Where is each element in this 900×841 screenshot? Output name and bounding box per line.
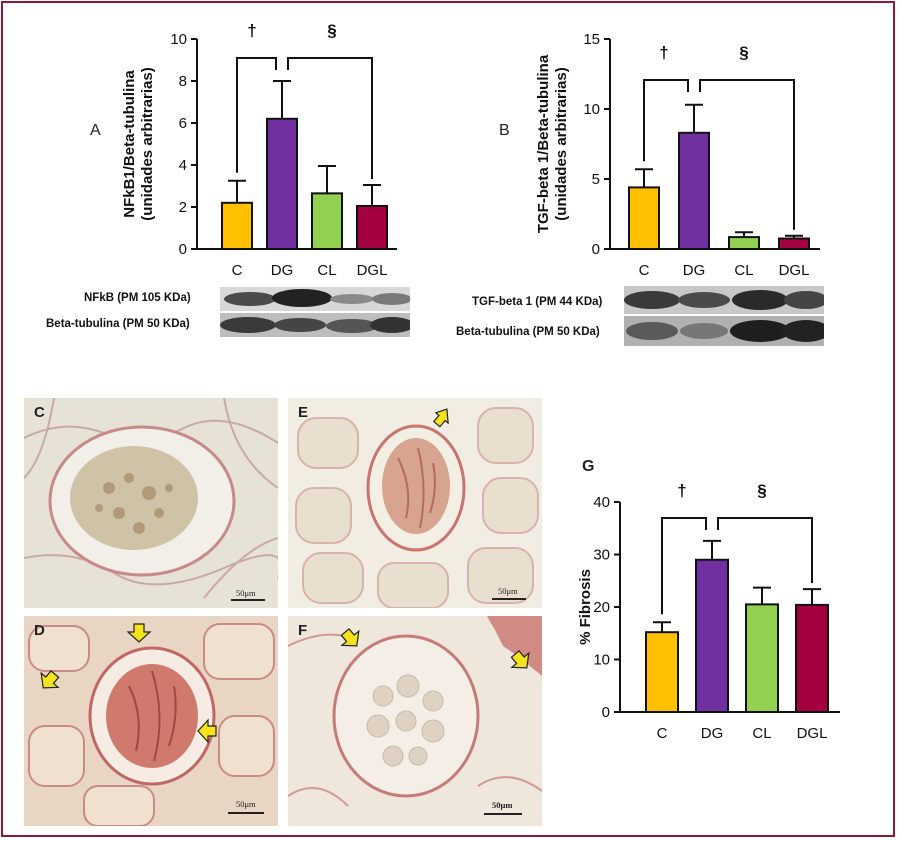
- micrograph-f-letter: F: [298, 622, 308, 639]
- dagger-symbol: †: [659, 43, 668, 62]
- micrograph-d: D 50μm: [24, 616, 278, 826]
- micrograph-e-scale-label: 50μm: [498, 586, 518, 596]
- blot-a-strip-1: [220, 287, 410, 311]
- y-axis-label-2: (unidades arbitrarias): [139, 67, 156, 220]
- y-tick-label: 20: [593, 599, 610, 616]
- blot-b-label-tubulin: Beta-tubulina (PM 50 KDa): [456, 326, 600, 338]
- bar-dg: [678, 131, 710, 250]
- x-tick-label-cl: CL: [734, 262, 753, 279]
- dagger-symbol: †: [677, 481, 686, 500]
- blot-b-strip-2: [624, 316, 824, 346]
- y-tick-label: 0: [602, 704, 610, 721]
- bar-dgl: [778, 237, 810, 250]
- panel-letter-b: B: [499, 122, 510, 139]
- x-tick-label-dgl: DGL: [797, 725, 828, 742]
- y-tick-label: 0: [592, 241, 600, 258]
- y-tick-label: 10: [170, 31, 187, 48]
- x-tick-label-c: C: [639, 262, 650, 279]
- dagger-symbol: †: [247, 21, 256, 40]
- bar-c: [645, 631, 679, 713]
- significance-bracket-section: [717, 517, 813, 584]
- significance-bracket-section: [699, 79, 795, 230]
- bar-cl: [728, 236, 760, 251]
- y-tick-label: 0: [179, 241, 187, 258]
- x-tick-label-cl: CL: [752, 725, 771, 742]
- micrograph-c-scale-bar: [231, 599, 265, 601]
- bar-dg: [695, 558, 729, 713]
- x-tick-label-dgl: DGL: [779, 262, 810, 279]
- y-axis-label: TGF-beta 1/Beta-tubulina: [535, 54, 552, 233]
- y-axis-label-2: (unidades arbitrarias): [553, 67, 570, 220]
- blot-a-strip-2: [220, 313, 410, 337]
- x-tick-label-c: C: [657, 725, 668, 742]
- blot-a-label-tubulin: Beta-tubulina (PM 50 KDa): [46, 318, 190, 330]
- y-tick-label: 15: [583, 31, 600, 48]
- bar-c: [628, 186, 660, 250]
- x-tick-label-dgl: DGL: [357, 262, 388, 279]
- x-tick-label-cl: CL: [317, 262, 336, 279]
- micrograph-e-scale-bar: [492, 598, 526, 600]
- significance-bracket-dagger: [661, 517, 707, 615]
- y-tick-label: 5: [592, 171, 600, 188]
- micrograph-f-scale-label: 50μm: [492, 800, 513, 810]
- bar-cl: [311, 192, 343, 251]
- chart-b-tgf: 0 5 10 15 TGF-beta 1/Beta-tubulina (unidades …: [535, 31, 820, 279]
- x-tick-label-dg: DG: [701, 725, 724, 742]
- micrograph-d-scale-label: 50μm: [236, 799, 256, 809]
- x-tick-label-c: C: [232, 262, 243, 279]
- x-tick-label-dg: DG: [683, 262, 706, 279]
- blot-b-label-tgf: TGF-beta 1 (PM 44 KDa): [472, 296, 603, 308]
- micrograph-f: F 50μm: [288, 616, 542, 826]
- micrograph-d-letter: D: [34, 622, 45, 639]
- micrograph-c: C 50μm: [24, 398, 278, 608]
- micrograph-d-scale-bar: [228, 812, 264, 814]
- panel-letter-a: A: [90, 122, 101, 139]
- significance-bracket-section: [287, 57, 373, 179]
- chart-g-fibrosis: 0 10 20 30 40 % Fibrosis C DG CL DGL † §: [577, 481, 840, 742]
- bar-c: [221, 201, 253, 251]
- y-tick-label: 2: [179, 199, 187, 216]
- bar-cl: [745, 603, 779, 713]
- micrograph-e: E 50μm: [288, 398, 542, 608]
- section-symbol: §: [739, 43, 748, 62]
- section-symbol: §: [327, 21, 336, 40]
- y-tick-label: 10: [583, 101, 600, 118]
- y-axis-label: % Fibrosis: [577, 569, 594, 645]
- section-symbol: §: [757, 481, 766, 500]
- x-tick-label-dg: DG: [271, 262, 294, 279]
- y-tick-label: 10: [593, 652, 610, 669]
- chart-a-nfkb: 0 2 4 6 8 10 NFkB1/Beta-tubulina (unidades arbi…: [121, 21, 397, 279]
- y-axis-label: NFkB1/Beta-tubulina: [121, 70, 138, 218]
- y-tick-label: 4: [179, 157, 187, 174]
- micrograph-c-scale-label: 50μm: [236, 588, 256, 598]
- blot-a-label-nfkb: NFkB (PM 105 KDa): [84, 292, 191, 304]
- panel-letter-g: G: [582, 458, 595, 475]
- micrograph-e-letter: E: [298, 404, 309, 421]
- y-tick-label: 6: [179, 115, 187, 132]
- y-tick-label: 40: [593, 494, 610, 511]
- y-tick-label: 30: [593, 547, 610, 564]
- bar-dg: [266, 117, 298, 250]
- bar-dgl: [356, 204, 388, 250]
- micrograph-c-letter: C: [34, 404, 45, 421]
- significance-bracket-dagger: [643, 79, 689, 162]
- significance-bracket-dagger: [236, 57, 277, 173]
- bar-dgl: [795, 603, 829, 713]
- micrograph-f-scale-bar: [484, 813, 522, 815]
- blot-b-strip-1: [624, 286, 824, 314]
- y-tick-label: 8: [179, 73, 187, 90]
